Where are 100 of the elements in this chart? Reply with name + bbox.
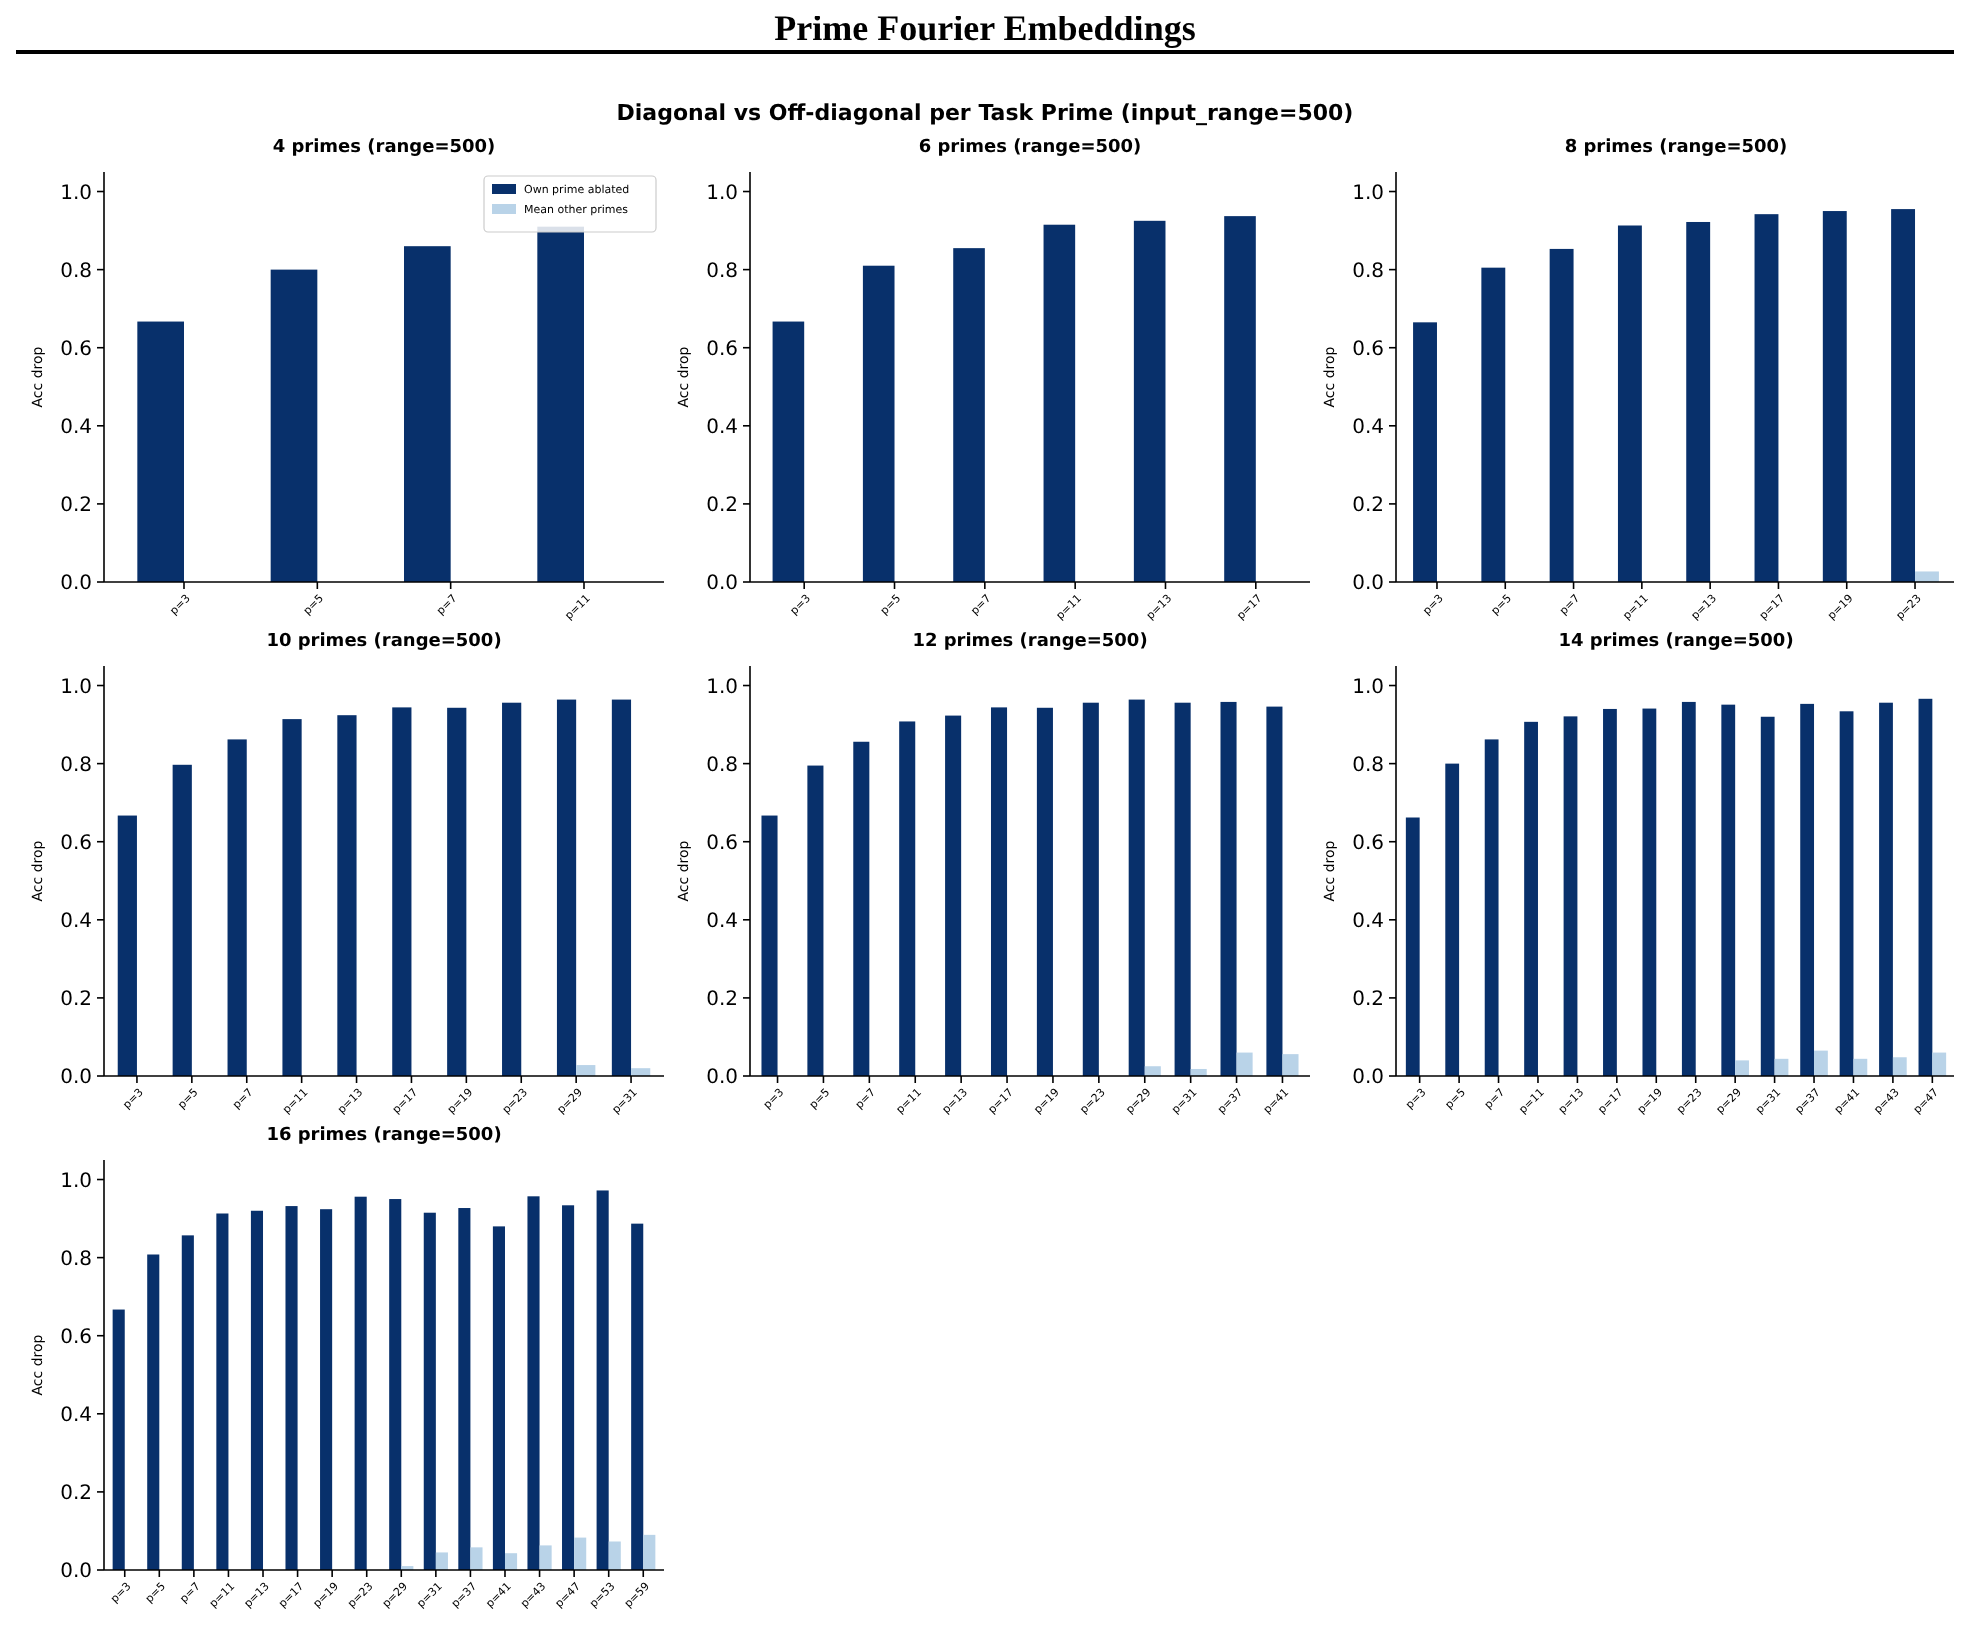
bar (953, 248, 985, 582)
bar (137, 321, 184, 582)
y-tick-label: 0.8 (60, 754, 92, 777)
chart-title: 14 primes (range=500) (1558, 632, 1794, 652)
y-tick-label: 0.2 (60, 1482, 92, 1505)
bar (1603, 708, 1617, 1076)
y-tick-label: 0.0 (60, 1561, 92, 1583)
bar (502, 702, 522, 1076)
bar (270, 269, 318, 582)
bar (1839, 711, 1854, 1076)
bar (945, 715, 962, 1076)
y-tick-label: 0.8 (60, 1248, 92, 1271)
bar (1915, 571, 1939, 582)
bar (899, 721, 916, 1076)
bar (1853, 1058, 1868, 1076)
y-tick-label: 1.0 (60, 182, 92, 205)
bar (1681, 701, 1696, 1076)
bar (631, 1223, 644, 1570)
y-tick-label: 1.0 (706, 182, 738, 205)
bar (1266, 706, 1283, 1076)
bar (447, 707, 467, 1076)
bar (117, 815, 137, 1076)
bar (435, 1552, 448, 1570)
bar (492, 1226, 505, 1570)
bar (250, 1210, 264, 1570)
bar (596, 1190, 609, 1570)
bar (1918, 698, 1933, 1076)
y-tick-label: 0.0 (706, 1067, 738, 1089)
y-tick-label: 1.0 (1352, 182, 1384, 205)
y-tick-label: 0.6 (706, 832, 738, 855)
bar (1563, 716, 1578, 1076)
bar (772, 321, 805, 582)
bar (1036, 707, 1053, 1076)
bar (574, 1537, 587, 1570)
bar (285, 1206, 298, 1570)
chart-title: 10 primes (range=500) (266, 632, 502, 652)
y-tick-label: 0.8 (60, 260, 92, 283)
y-tick-label: 0.0 (1352, 573, 1384, 595)
bar (1822, 211, 1847, 582)
bar (1174, 702, 1191, 1076)
bar (1549, 248, 1574, 582)
bar (1224, 216, 1256, 582)
bar (643, 1534, 656, 1570)
y-tick-label: 0.2 (706, 988, 738, 1011)
bar (181, 1235, 194, 1570)
y-tick-label: 0.0 (706, 573, 738, 595)
y-tick-label: 0.0 (60, 573, 92, 595)
bar (216, 1213, 229, 1570)
bar (556, 699, 577, 1076)
bar (539, 1545, 552, 1570)
y-tick-label: 0.2 (1352, 988, 1384, 1011)
bar (1445, 763, 1460, 1076)
y-tick-label: 0.0 (1352, 1067, 1384, 1089)
y-tick-label: 0.6 (60, 338, 92, 361)
y-tick-label: 1.0 (1352, 676, 1384, 699)
y-tick-label: 0.4 (1352, 910, 1384, 933)
bar (1800, 703, 1815, 1076)
bar (404, 246, 451, 582)
y-tick-label: 0.8 (706, 260, 738, 283)
y-tick-label: 0.6 (1352, 832, 1384, 855)
bar (1814, 1050, 1828, 1076)
y-tick-label: 0.2 (706, 494, 738, 517)
y-tick-label: 0.4 (60, 416, 92, 439)
bar (1892, 1057, 1907, 1076)
bar (1481, 267, 1506, 582)
bar (423, 1212, 436, 1570)
chart-title: 8 primes (range=500) (1564, 138, 1788, 158)
bar (1484, 739, 1499, 1076)
bar (1686, 221, 1711, 582)
bar (1760, 716, 1775, 1076)
y-tick-label: 0.4 (706, 416, 738, 439)
text: Diagonal vs Off-diagonal per Task Prime (input_range=500) (616, 100, 1354, 126)
bar (1879, 702, 1893, 1076)
chart-title: 4 primes (range=500) (272, 138, 496, 158)
bar (282, 719, 302, 1076)
y-tick-label: 0.4 (1352, 416, 1384, 439)
y-tick-label: 1.0 (60, 1170, 92, 1193)
bar (147, 1254, 160, 1570)
bar (1405, 817, 1420, 1076)
chart-title: 6 primes (range=500) (918, 138, 1142, 158)
bar (576, 1065, 596, 1076)
bar (1236, 1052, 1253, 1076)
bar (389, 1199, 402, 1570)
bar (1932, 1052, 1947, 1076)
chart-title: 12 primes (range=500) (912, 632, 1148, 652)
y-tick-label: 0.6 (1352, 338, 1384, 361)
bar (1282, 1054, 1299, 1076)
y-tick-label: 0.2 (1352, 494, 1384, 517)
y-tick-label: 0.2 (60, 494, 92, 517)
bar (611, 699, 632, 1076)
y-tick-label: 0.4 (706, 910, 738, 933)
bar (470, 1547, 483, 1570)
bar (562, 1205, 575, 1570)
bar (504, 1553, 518, 1570)
y-tick-label: 0.6 (60, 1326, 92, 1349)
y-tick-label: 0.8 (1352, 260, 1384, 283)
bar (1642, 708, 1657, 1076)
bar (458, 1208, 471, 1570)
chart-title: 16 primes (range=500) (266, 1126, 502, 1146)
bar (1144, 1066, 1161, 1076)
